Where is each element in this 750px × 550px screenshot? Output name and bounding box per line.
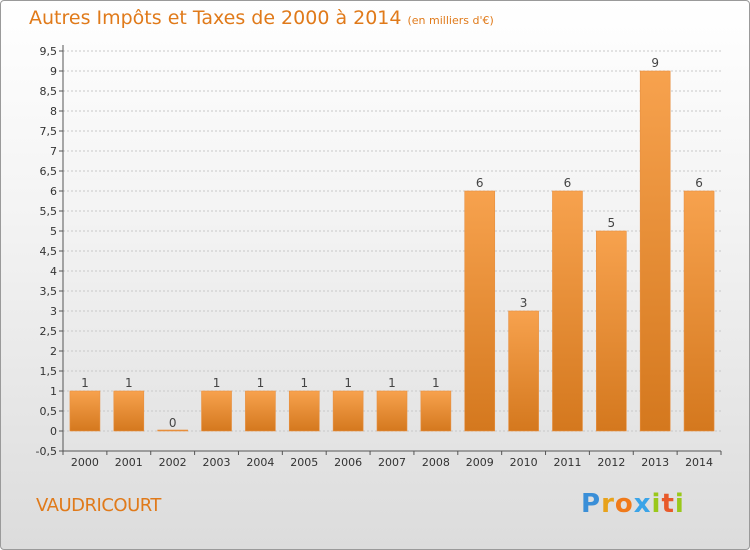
- value-label-2011: 6: [564, 176, 572, 190]
- bar-2014: [683, 190, 715, 432]
- value-label-2000: 1: [81, 376, 89, 390]
- x-tick-label: 2010: [510, 456, 538, 469]
- value-label-2005: 1: [300, 376, 308, 390]
- value-label-2010: 3: [520, 296, 528, 310]
- bar-2010: [508, 310, 539, 432]
- x-tick-label: 2009: [466, 456, 494, 469]
- bar-2005: [288, 390, 320, 432]
- x-tick-label: 2006: [334, 456, 362, 469]
- bar-2003: [201, 390, 232, 432]
- value-labels: 1 1 0 1 1 1 1 1 1 6 3 6 5 9 6: [81, 56, 703, 430]
- y-tick-label: 0: [50, 425, 57, 438]
- y-tick-label: 1,5: [40, 365, 58, 378]
- value-label-2014: 6: [695, 176, 703, 190]
- value-label-2001: 1: [125, 376, 133, 390]
- y-tick-label: 1: [50, 385, 57, 398]
- x-tick-label: 2000: [71, 456, 99, 469]
- bar-2006: [332, 390, 364, 432]
- bar-2009: [464, 190, 496, 432]
- y-tick-label: 7: [50, 145, 57, 158]
- x-tick-label: 2007: [378, 456, 406, 469]
- x-tick-label: 2002: [159, 456, 187, 469]
- y-tick-label: 0,5: [40, 405, 58, 418]
- y-tick-label: 4: [50, 265, 57, 278]
- y-tick-label: 9,5: [40, 45, 58, 58]
- value-label-2003: 1: [213, 376, 221, 390]
- value-label-2004: 1: [257, 376, 265, 390]
- y-tick-label: 4,5: [40, 245, 58, 258]
- bar-2004: [245, 390, 276, 432]
- x-tick-label: 2011: [553, 456, 581, 469]
- title-text: Autres Impôts et Taxes de 2000 à 2014: [29, 7, 402, 29]
- proxiti-logo[interactable]: Proxiti: [581, 489, 685, 519]
- x-tick-label: 2003: [203, 456, 231, 469]
- value-label-2007: 1: [388, 376, 396, 390]
- x-tick-label: 2013: [641, 456, 669, 469]
- bar-2007: [376, 390, 408, 432]
- x-tick-label: 2014: [685, 456, 713, 469]
- x-tick-label: 2004: [246, 456, 274, 469]
- value-label-2002: 0: [169, 416, 177, 430]
- x-tick-label: 2001: [115, 456, 143, 469]
- value-label-2012: 5: [608, 216, 616, 230]
- y-tick-label: 6: [50, 185, 57, 198]
- y-tick-label: 2: [50, 345, 57, 358]
- bar-2011: [552, 190, 583, 432]
- chart-title: Autres Impôts et Taxes de 2000 à 2014 (en…: [29, 7, 494, 29]
- commune-name: VAUDRICOURT: [36, 495, 161, 516]
- bar-2002: [157, 429, 188, 432]
- bar-2001: [113, 390, 145, 432]
- y-tick-label: 8,5: [40, 85, 58, 98]
- axes: -0,5 0 0,5 1 1,5 2 2,5 3 3,5 4 4,5 5 5,5 6 6,5 7 7,5 8 8,5…: [36, 45, 722, 469]
- bar-2012: [596, 230, 627, 432]
- value-label-2008: 1: [432, 376, 440, 390]
- bar-2013: [639, 70, 671, 432]
- y-tick-label: 8: [50, 105, 57, 118]
- value-label-2009: 6: [476, 176, 484, 190]
- bars: [69, 70, 715, 432]
- chart-subtitle: (en milliers d'€): [407, 14, 494, 27]
- y-tick-label: 5: [50, 225, 57, 238]
- y-tick-label: -0,5: [36, 445, 57, 458]
- x-tick-label: 2012: [597, 456, 625, 469]
- bar-2008: [420, 390, 452, 432]
- x-tick-label: 2008: [422, 456, 450, 469]
- y-tick-label: 5,5: [40, 205, 58, 218]
- y-tick-label: 2,5: [40, 325, 58, 338]
- value-label-2006: 1: [344, 376, 352, 390]
- value-label-2013: 9: [651, 56, 659, 70]
- bar-2000: [69, 390, 101, 432]
- y-tick-label: 9: [50, 65, 57, 78]
- y-tick-label: 3,5: [40, 285, 58, 298]
- y-tick-label: 3: [50, 305, 57, 318]
- y-tick-label: 7,5: [40, 125, 58, 138]
- x-tick-label: 2005: [290, 456, 318, 469]
- y-tick-label: 6,5: [40, 165, 58, 178]
